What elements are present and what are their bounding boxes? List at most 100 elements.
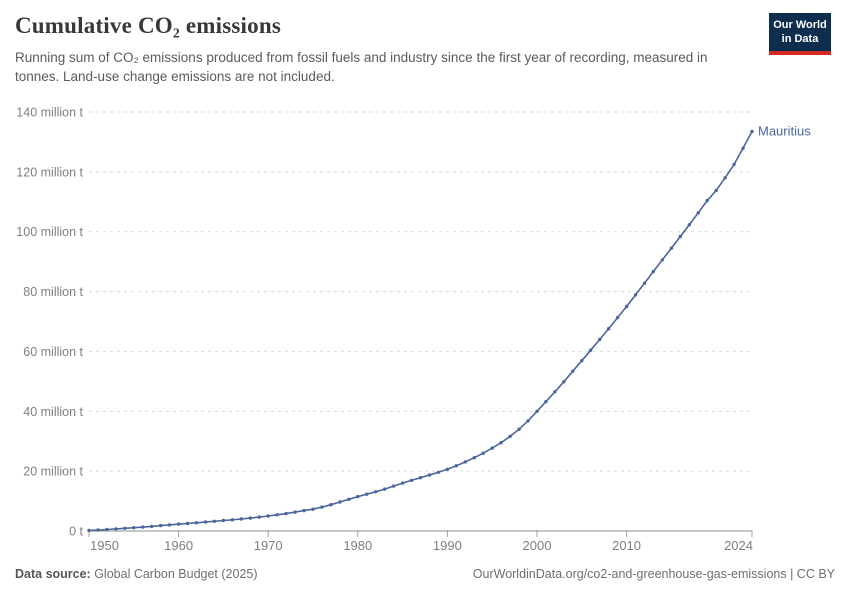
- data-point: [347, 497, 351, 501]
- data-point: [356, 494, 360, 499]
- data-point: [615, 315, 620, 320]
- data-point: [589, 348, 593, 352]
- y-axis-tick-label: 100 million t: [16, 225, 83, 239]
- data-point: [741, 146, 745, 150]
- data-point: [383, 487, 387, 491]
- data-point: [445, 467, 450, 471]
- data-source-value: Global Carbon Budget (2025): [90, 567, 258, 581]
- data-point: [714, 188, 718, 193]
- data-point: [150, 524, 154, 529]
- data-point: [454, 464, 458, 468]
- data-point: [114, 527, 118, 531]
- data-point: [687, 223, 691, 227]
- data-point: [132, 526, 136, 530]
- x-axis-tick-label: 1970: [254, 538, 283, 553]
- data-point: [544, 400, 548, 404]
- chart-title: Cumulative CO₂ emissions: [15, 13, 281, 38]
- data-point: [490, 446, 494, 450]
- data-point: [436, 470, 441, 474]
- data-point: [472, 456, 476, 460]
- data-point: [508, 434, 512, 439]
- data-point: [176, 522, 181, 526]
- data-point: [266, 514, 270, 518]
- data-point: [463, 460, 467, 464]
- data-point: [624, 304, 629, 309]
- data-point: [633, 293, 638, 297]
- data-point: [400, 481, 405, 485]
- data-point: [194, 521, 199, 525]
- data-point: [105, 527, 109, 532]
- footer-note: OurWorldinData.org/co2-and-greenhouse-ga…: [472, 567, 835, 581]
- x-axis-tick-label: 2010: [612, 538, 641, 553]
- data-point: [606, 327, 611, 331]
- data-point: [481, 451, 485, 455]
- chart-subtitle: Running sum of CO₂ emissions produced fr…: [15, 50, 708, 85]
- data-point: [185, 521, 190, 526]
- data-point: [239, 517, 243, 521]
- data-point: [338, 500, 342, 504]
- owid-logo-red-strip: [769, 50, 831, 55]
- data-point: [230, 518, 235, 522]
- data-point: [374, 490, 378, 494]
- data-point: [598, 337, 602, 342]
- data-point: [96, 528, 100, 532]
- x-axis-tick-label: 2000: [523, 538, 552, 553]
- data-point: [669, 246, 674, 250]
- data-point: [723, 176, 727, 180]
- x-axis-tick-label: 1960: [164, 538, 193, 553]
- owid-logo-line2: in Data: [781, 33, 819, 46]
- data-point: [159, 523, 163, 528]
- data-point: [311, 507, 315, 511]
- y-axis-tick-label: 60 million t: [23, 345, 83, 359]
- y-axis-tick-label: 40 million t: [23, 405, 83, 419]
- data-point: [535, 409, 539, 413]
- owid-logo[interactable]: Our World in Data: [769, 13, 831, 55]
- chart-footer: Data source: Global Carbon Budget (2025)…: [15, 567, 835, 581]
- data-point: [562, 380, 566, 384]
- data-point: [571, 369, 575, 373]
- data-point: [221, 518, 226, 523]
- y-axis-tick-label: 120 million t: [16, 165, 83, 179]
- data-point: [123, 526, 127, 530]
- data-point: [320, 505, 324, 509]
- data-point: [517, 427, 521, 431]
- data-point: [696, 211, 700, 215]
- data-point: [275, 513, 279, 517]
- x-axis-tick-label: 1980: [343, 538, 372, 553]
- data-point: [212, 519, 217, 523]
- y-axis-tick-label: 140 million t: [16, 106, 83, 120]
- chart-svg[interactable]: 0 t 20 million t 40 million t 60 million t 8…: [0, 95, 850, 565]
- data-point: [651, 269, 656, 274]
- x-axis-tick-label: 2024: [724, 538, 753, 553]
- data-point: [553, 390, 557, 394]
- data-point: [526, 419, 530, 423]
- data-point: [365, 492, 369, 496]
- data-point: [257, 515, 261, 519]
- data-point: [732, 162, 736, 167]
- data-point: [705, 198, 709, 203]
- data-point: [580, 359, 584, 363]
- y-axis-tick-label: 0 t: [69, 525, 83, 539]
- data-point: [642, 281, 647, 285]
- data-source-label: Data source:: [15, 567, 91, 581]
- data-point: [427, 473, 432, 477]
- chart-header: Cumulative CO₂ emissions Running sum of …: [15, 13, 835, 86]
- data-point: [391, 484, 396, 488]
- data-point: [302, 508, 306, 513]
- data-point: [750, 129, 754, 134]
- x-axis-tick-label: 1990: [433, 538, 462, 553]
- data-source: Data source: Global Carbon Budget (2025): [15, 567, 258, 581]
- data-point: [167, 523, 172, 527]
- owid-logo-line1: Our World: [773, 19, 827, 31]
- owid-logo-box: Our World in Data: [769, 13, 831, 51]
- data-point: [87, 528, 91, 533]
- y-axis-tick-label: 20 million t: [23, 465, 83, 479]
- data-line-mauritius: [88, 131, 753, 532]
- data-point: [284, 511, 288, 516]
- data-point: [678, 234, 682, 239]
- data-point: [248, 516, 252, 520]
- entity-label-mauritius[interactable]: Mauritius: [758, 123, 811, 138]
- data-point: [409, 478, 414, 483]
- data-point: [293, 510, 297, 514]
- data-point: [329, 503, 333, 507]
